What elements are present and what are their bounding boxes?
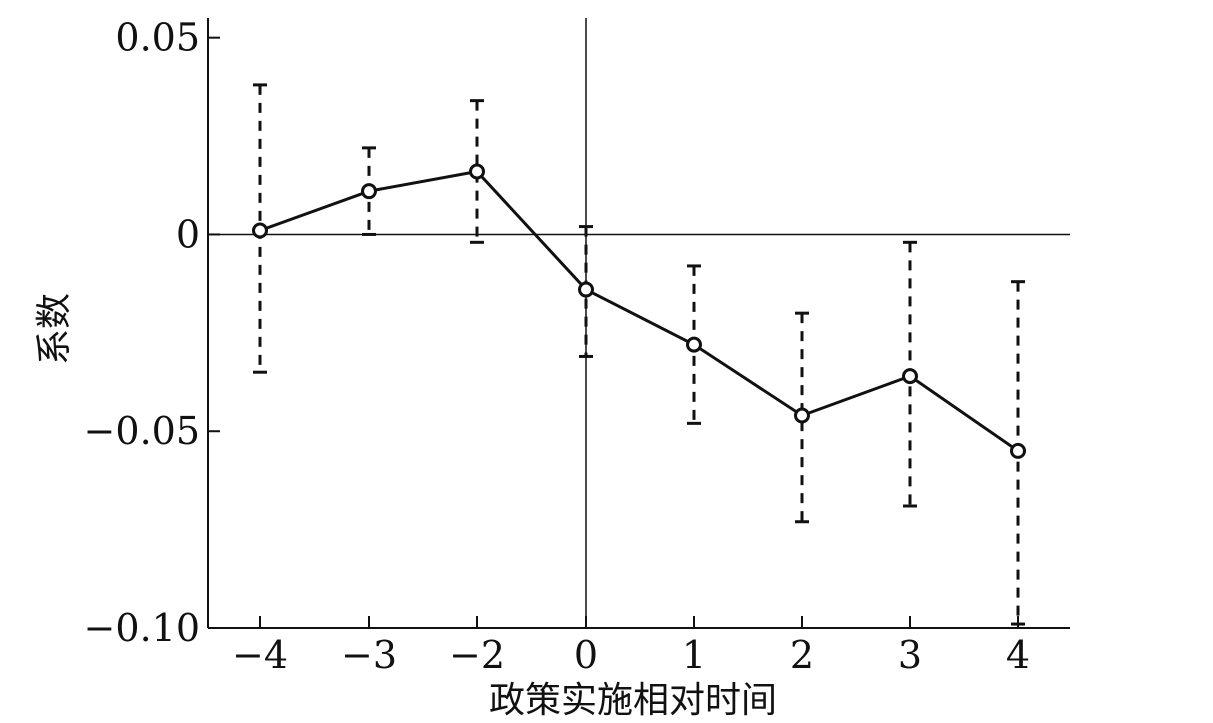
y-tick-label: −0.05 [84, 409, 200, 453]
reference-lines [208, 18, 1070, 628]
x-tick-label: 3 [898, 633, 922, 677]
data-point [794, 407, 810, 424]
x-axis-title: 政策实施相对时间 [489, 680, 777, 721]
data-points [252, 163, 1026, 459]
series-polyline [259, 169, 1019, 453]
error-bars [253, 83, 1025, 626]
data-point [252, 222, 268, 239]
data-point [578, 281, 594, 298]
x-tick-label: 4 [1006, 633, 1030, 677]
series-line [259, 169, 1019, 453]
data-point [686, 336, 702, 353]
x-tick-label: −3 [341, 633, 397, 677]
x-tick-label: −4 [232, 633, 288, 677]
y-tick-label: 0.05 [115, 16, 200, 60]
axes-layer [207, 18, 1070, 629]
x-tick-label: 1 [682, 633, 706, 677]
tick-labels: 0.05 0 −0.05 −0.10 −4 −3 −2 0 1 2 3 4 [84, 16, 1031, 677]
y-tick-label: −0.10 [84, 606, 200, 650]
y-axis-title: 系数 [34, 293, 75, 365]
data-point [469, 163, 485, 180]
x-tick-label: −2 [449, 633, 505, 677]
x-tick-label: 2 [790, 633, 814, 677]
data-point [902, 368, 918, 385]
data-point [361, 183, 377, 200]
x-tick-label: 0 [574, 633, 598, 677]
y-tick-label: 0 [176, 212, 200, 256]
data-point [1010, 442, 1026, 459]
